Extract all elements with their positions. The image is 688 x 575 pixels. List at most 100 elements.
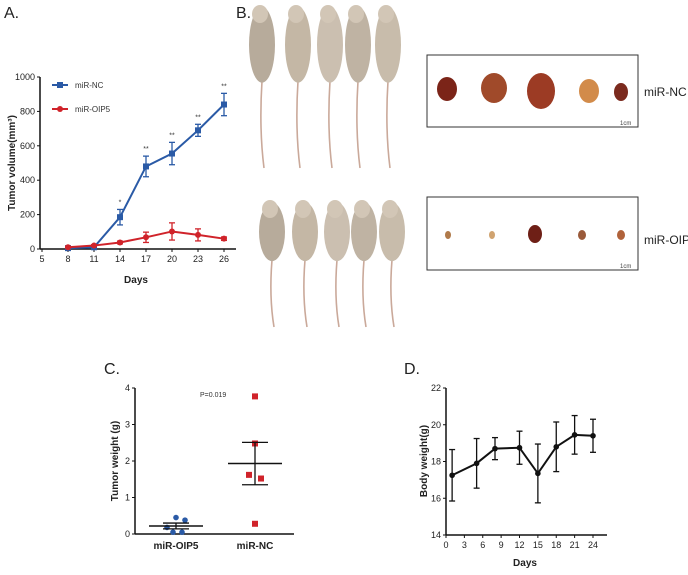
y-tick-label: 16 (431, 493, 441, 503)
mouse-head (348, 5, 364, 23)
panel-label-b: B. (236, 5, 251, 22)
mouse-tail (296, 81, 301, 169)
mouse-tail (328, 81, 333, 169)
y-tick-label: 0 (125, 529, 130, 539)
data-point (473, 460, 480, 467)
x-tick-label: 5 (39, 254, 44, 264)
mouse-head (354, 200, 370, 218)
series-line-body-weight (451, 433, 594, 477)
x-tick-label: 8 (65, 254, 70, 264)
mouse-head (295, 200, 311, 218)
data-point-nc (252, 520, 258, 527)
tumor-nc (527, 73, 555, 109)
legend-label-nc: miR-NC (75, 81, 104, 90)
tumor-nc (437, 77, 457, 101)
y-tick-label: 800 (20, 106, 35, 116)
y-tick-label: 3 (125, 420, 130, 430)
mouse-tail (303, 259, 308, 328)
mouse-body (249, 6, 275, 83)
mouse-photo-panel (249, 5, 405, 328)
data-point-nc (117, 214, 123, 221)
x-tick-label: 23 (193, 254, 203, 264)
data-point-oip5 (195, 231, 201, 238)
tumor-photos (437, 73, 628, 243)
data-point-oip5 (179, 529, 185, 535)
data-point-nc (258, 475, 264, 482)
data-point-nc (195, 127, 201, 134)
tumor-nc (614, 83, 628, 101)
mouse (324, 200, 350, 328)
mouse-tail (386, 81, 391, 169)
p-value-annotation: P=0.019 (200, 392, 226, 399)
data-point-oip5 (117, 239, 123, 246)
y-tick-label: 600 (20, 141, 35, 151)
x-tick-label: 18 (551, 540, 561, 550)
mouse-body (317, 6, 343, 83)
mouse-tail (270, 259, 275, 328)
data-point-nc (252, 393, 258, 400)
y-tick-label: 2 (125, 456, 130, 466)
tumor-volume-chart: 0 200 400 600 800 1000 5 8 11 14 17 20 23 26 Days Tumor… (7, 72, 236, 286)
data-point-oip5 (173, 514, 179, 521)
mouse-tail (356, 81, 361, 169)
mouse-tail (335, 259, 340, 328)
data-point (492, 445, 498, 452)
category-label: miR-OIP5 (153, 541, 198, 552)
data-point (535, 470, 541, 477)
data-point-nc (221, 101, 227, 108)
data-point (571, 432, 578, 438)
mouse-body (259, 202, 285, 262)
significance-marker: ** (143, 146, 149, 153)
panel-label-a: A. (4, 5, 19, 22)
y-tick-label: 4 (125, 383, 130, 393)
x-axis-label: Days (124, 275, 148, 286)
mouse (285, 5, 311, 169)
tumor-oip5 (445, 231, 451, 239)
panel-label-d: D. (404, 361, 420, 378)
mouse (351, 200, 377, 328)
tumor-oip5 (528, 225, 542, 243)
x-tick-label: 11 (89, 254, 98, 264)
x-tick-label: 14 (115, 254, 125, 264)
x-tick-label: 3 (462, 540, 467, 550)
data-point-oip5 (170, 529, 176, 535)
scale-bar-oip5: 1cm (620, 264, 631, 270)
tumor-nc (579, 79, 599, 103)
significance-marker: ** (221, 83, 227, 90)
mouse-head (320, 5, 336, 23)
y-tick-label: 18 (431, 457, 441, 467)
data-point (590, 432, 596, 439)
data-point-nc (143, 163, 149, 170)
mouse-body (351, 202, 377, 262)
y-tick-label: 0 (30, 244, 35, 254)
mouse-body (379, 202, 405, 262)
significance-marker: ** (195, 114, 201, 121)
x-tick-label: 20 (167, 254, 177, 264)
x-tick-label: 17 (141, 254, 151, 264)
mouse (379, 200, 405, 328)
scale-bar-nc: 1cm (620, 121, 631, 127)
mouse-head (382, 200, 398, 218)
tumor-oip5 (578, 230, 586, 240)
group-label-nc: miR-NC (644, 85, 687, 99)
data-point (449, 472, 455, 479)
mouse-body (375, 6, 401, 83)
mouse-head (378, 5, 394, 23)
significance-marker: ** (169, 132, 175, 139)
mouse-body (292, 202, 318, 262)
tumor-weight-chart: 0 1 2 3 4 Tumor weight (g) miR-OIP5 miR-NC P=0.0… (110, 383, 294, 552)
y-axis-label: Body weight(g) (419, 425, 430, 497)
mouse-head (327, 200, 343, 218)
mouse-tail (390, 259, 395, 328)
x-tick-label: 24 (588, 540, 598, 550)
mouse (345, 5, 371, 169)
mouse-head (288, 5, 304, 23)
tumor-nc (481, 73, 507, 103)
x-tick-label: 0 (443, 540, 448, 550)
data-point-nc (169, 150, 175, 157)
data-point-oip5 (143, 234, 149, 241)
mouse (249, 5, 275, 169)
mouse-tail (260, 81, 265, 169)
data-point-oip5 (182, 517, 188, 523)
